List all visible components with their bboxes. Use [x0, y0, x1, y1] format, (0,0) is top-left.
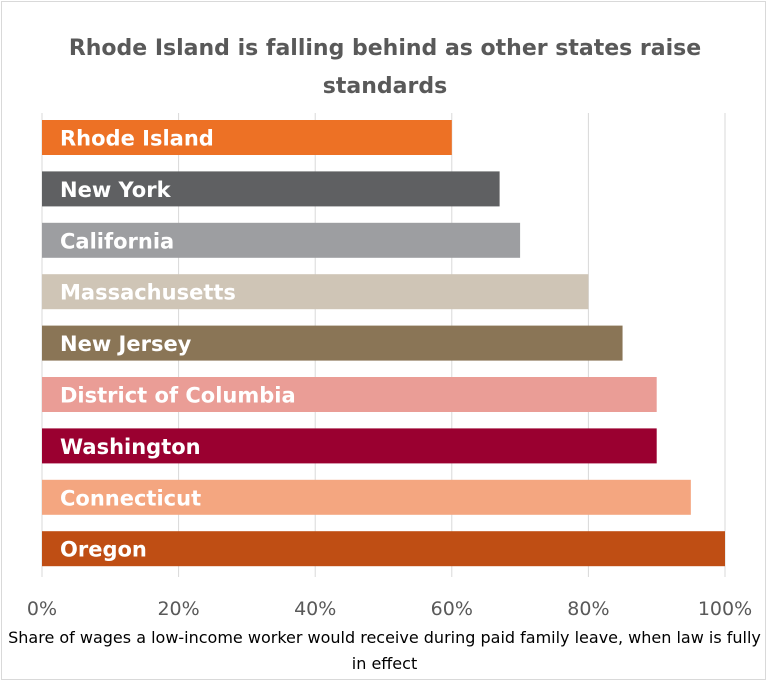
bar-district-of-columbia — [42, 377, 657, 412]
bar-label: Washington — [60, 435, 201, 459]
bar-label: District of Columbia — [60, 384, 296, 408]
bar-label: California — [60, 229, 174, 253]
x-tick-label: 0% — [27, 598, 57, 620]
bar-connecticut — [42, 479, 691, 515]
bar-massachusetts — [42, 274, 589, 310]
x-tick-label: 60% — [431, 598, 473, 620]
bar-label: Oregon — [60, 538, 147, 562]
x-tick-label: 40% — [294, 598, 336, 620]
bar-label: Massachusetts — [60, 281, 236, 305]
bar-new-jersey — [42, 325, 623, 361]
bar-new-york — [42, 171, 500, 207]
bar-label: New York — [60, 178, 172, 202]
x-axis-label: Share of wages a low-income worker would… — [8, 628, 761, 673]
x-tick-label: 80% — [567, 598, 609, 620]
bar-california — [42, 222, 521, 258]
bar-label: New Jersey — [60, 332, 192, 356]
bar-washington — [42, 428, 657, 464]
bar-rhode-island — [42, 120, 452, 155]
bar-label: Connecticut — [60, 486, 201, 510]
bar-oregon — [42, 531, 725, 567]
x-tick-label: 100% — [698, 598, 752, 620]
bar-label: Rhode Island — [60, 127, 214, 151]
x-tick-label: 20% — [157, 598, 199, 620]
chart-title: Rhode Island is falling behind as other … — [68, 36, 702, 99]
